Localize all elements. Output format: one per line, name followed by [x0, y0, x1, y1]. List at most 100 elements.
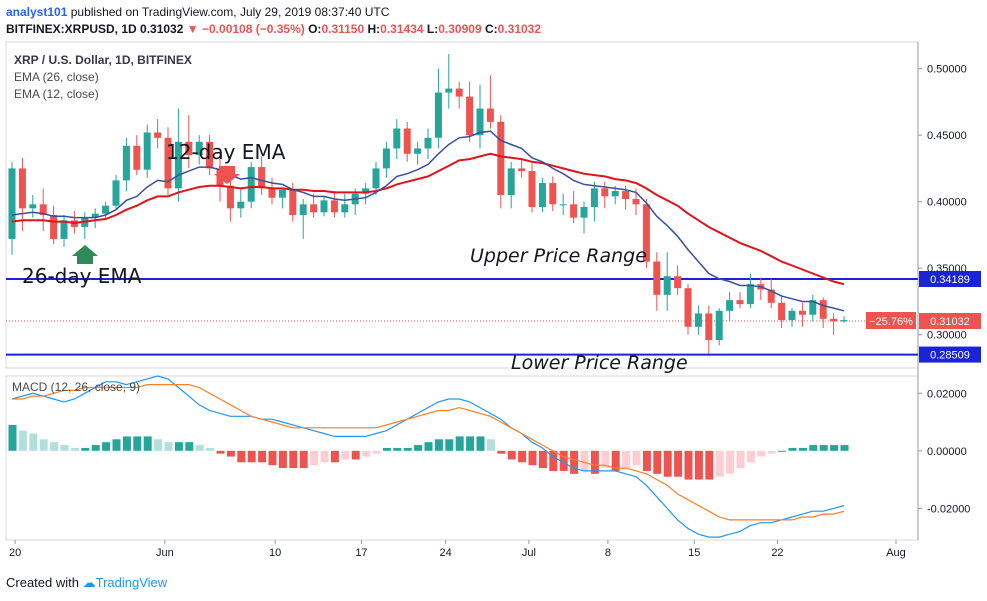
candle	[18, 168, 26, 209]
candle	[549, 183, 557, 205]
candle	[174, 141, 182, 189]
candle	[705, 313, 713, 341]
candle	[195, 141, 203, 156]
candle	[538, 183, 546, 207]
last-price-value: 0.31032	[930, 316, 970, 328]
author-link[interactable]: analyst101	[6, 5, 68, 19]
candle	[611, 191, 619, 197]
macd-histogram-bar	[81, 447, 90, 451]
macd-histogram-bar	[382, 447, 391, 451]
macd-histogram-bar	[830, 445, 839, 451]
candle	[798, 310, 806, 315]
macd-histogram-bar	[122, 436, 131, 451]
candle	[778, 302, 786, 321]
macd-histogram-bar	[320, 450, 329, 463]
annotation-lower-range: Lower Price Range	[511, 352, 688, 374]
candle	[393, 128, 401, 149]
x-tick-label: Jul	[522, 547, 536, 559]
candle	[258, 167, 266, 189]
macd-histogram-bar	[278, 450, 287, 469]
candle	[8, 168, 16, 239]
macd-histogram-bar	[466, 436, 475, 451]
tradingview-brand[interactable]: TradingView	[95, 575, 168, 590]
x-tick-label: Jun	[156, 547, 174, 559]
footer: Created with ☁TradingView	[6, 574, 167, 592]
price-tick-label: 0.30000	[927, 330, 967, 342]
macd-histogram-bar	[143, 436, 152, 451]
candle	[726, 300, 734, 311]
macd-histogram-bar	[622, 450, 631, 469]
macd-histogram-bar	[414, 445, 423, 451]
legend-ema26: EMA (26, close)	[14, 70, 99, 84]
macd-histogram-bar	[798, 447, 807, 451]
candle	[206, 141, 214, 169]
published-text: published on TradingView.com, July 29, 2…	[70, 5, 390, 19]
x-tick-label: 24	[440, 547, 452, 559]
candle	[642, 204, 650, 262]
x-tick-label: Aug	[886, 547, 906, 559]
legend-title: XRP / U.S. Dollar, 1D, BITFINEX	[14, 53, 192, 67]
x-tick-label: 10	[269, 547, 281, 559]
open-value: 0.31150	[321, 22, 365, 36]
annotation-upper-range: Upper Price Range	[470, 245, 647, 267]
macd-histogram-bar	[653, 450, 662, 474]
low-value: 0.30909	[438, 22, 482, 36]
high-value: 0.31434	[380, 22, 424, 36]
candle	[122, 145, 130, 181]
annotation-12-day-ema: 12-day EMA	[166, 140, 286, 164]
candle	[518, 168, 526, 172]
x-tick-label: 22	[771, 547, 783, 559]
macd-histogram-bar	[549, 450, 558, 471]
candle	[330, 200, 338, 213]
macd-histogram-bar	[226, 450, 235, 457]
close-value: 0.31032	[497, 22, 542, 36]
macd-histogram-bar	[424, 442, 433, 451]
candle	[424, 137, 432, 149]
candle	[362, 188, 370, 194]
annotation-26-day-ema: 26-day EMA	[22, 264, 142, 288]
candle	[434, 92, 442, 138]
candle	[455, 88, 463, 97]
candle	[819, 300, 827, 319]
macd-histogram-bar	[133, 436, 142, 451]
macd-histogram-bar	[705, 450, 714, 480]
macd-histogram-bar	[70, 447, 79, 451]
candle	[39, 204, 47, 215]
candle	[684, 288, 692, 327]
macd-histogram-bar	[590, 450, 599, 474]
macd-histogram-bar	[268, 450, 277, 466]
macd-tick-label: 0.02000	[927, 388, 967, 400]
candle	[372, 168, 380, 189]
candle	[528, 171, 536, 207]
macd-histogram-bar	[518, 450, 527, 463]
price-tick-label: 0.40000	[927, 197, 967, 209]
macd-histogram-bar	[684, 450, 693, 480]
candle	[154, 132, 162, 138]
macd-histogram-bar	[216, 450, 225, 454]
last-price: 0.31032	[140, 22, 184, 36]
macd-histogram-bar	[767, 450, 776, 454]
candle	[767, 289, 775, 303]
candle	[403, 128, 411, 154]
macd-histogram-bar	[455, 436, 464, 451]
macd-histogram-bar	[809, 445, 818, 451]
last-price-badge	[919, 313, 981, 330]
macd-histogram-bar	[310, 450, 319, 466]
candle	[570, 204, 578, 218]
candle	[91, 213, 99, 218]
candle	[278, 189, 286, 198]
close-label: C:	[484, 22, 498, 36]
macd-histogram-bar	[663, 450, 672, 477]
macd-histogram-bar	[632, 450, 641, 466]
macd-histogram-bar	[154, 439, 163, 451]
open-label: O:	[308, 22, 322, 36]
candle	[830, 318, 838, 322]
macd-histogram-bar	[393, 447, 402, 451]
candle	[164, 137, 172, 189]
macd-histogram-bar	[736, 450, 745, 469]
candle	[476, 108, 484, 136]
candle	[580, 206, 588, 218]
candle	[746, 284, 754, 305]
x-tick-label: 20	[9, 547, 21, 559]
